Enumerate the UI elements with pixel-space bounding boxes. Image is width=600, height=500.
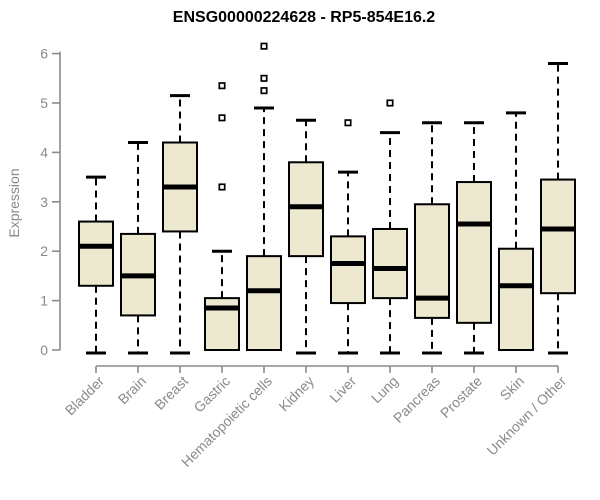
y-tick-label: 3 bbox=[40, 194, 48, 210]
iqr-box bbox=[246, 255, 282, 352]
y-tick-label: 2 bbox=[40, 243, 48, 259]
box-group bbox=[246, 42, 282, 352]
box-group bbox=[120, 141, 156, 355]
box-group bbox=[372, 99, 408, 355]
box-group bbox=[330, 119, 366, 355]
x-category-label: Unknown / Other bbox=[484, 373, 570, 459]
y-axis: 0 1 2 3 4 5 6 bbox=[40, 46, 61, 358]
x-category-label: Breast bbox=[151, 373, 191, 413]
outlier-point bbox=[260, 42, 268, 50]
x-category-label: Skin bbox=[497, 373, 528, 404]
iqr-box bbox=[498, 247, 534, 351]
x-category-label: Prostate bbox=[437, 373, 485, 421]
box-group bbox=[456, 121, 492, 355]
x-category-label: Bladder bbox=[62, 373, 108, 419]
box-group bbox=[204, 82, 240, 352]
y-tick-label: 0 bbox=[40, 342, 48, 358]
outlier-point bbox=[386, 99, 394, 107]
y-tick-label: 1 bbox=[40, 293, 48, 309]
y-tick-label: 4 bbox=[40, 144, 48, 160]
box-group bbox=[162, 94, 198, 355]
outlier-point bbox=[344, 119, 352, 127]
iqr-box bbox=[414, 203, 450, 319]
outlier-point bbox=[218, 183, 226, 191]
x-category-label: Lung bbox=[368, 373, 401, 406]
box-group bbox=[498, 111, 534, 351]
iqr-box bbox=[456, 181, 492, 324]
iqr-box bbox=[78, 220, 114, 287]
x-category-label: Pancreas bbox=[390, 373, 443, 426]
box-group bbox=[540, 61, 576, 355]
box-group bbox=[78, 175, 114, 355]
iqr-box bbox=[540, 178, 576, 295]
x-category-label: Kidney bbox=[276, 373, 318, 415]
outlier-point bbox=[260, 87, 268, 95]
iqr-box bbox=[330, 235, 366, 305]
chart-title: ENSG00000224628 - RP5-854E16.2 bbox=[172, 9, 436, 26]
box-group bbox=[288, 118, 324, 355]
outlier-point bbox=[218, 82, 226, 90]
outlier-point bbox=[218, 114, 226, 122]
iqr-box bbox=[372, 227, 408, 300]
x-category-label: Brain bbox=[115, 373, 149, 407]
box-group bbox=[414, 121, 450, 355]
x-category-label: Liver bbox=[326, 373, 359, 406]
y-tick-label: 6 bbox=[40, 46, 48, 62]
y-tick-label: 5 bbox=[40, 95, 48, 111]
outlier-point bbox=[260, 74, 268, 82]
